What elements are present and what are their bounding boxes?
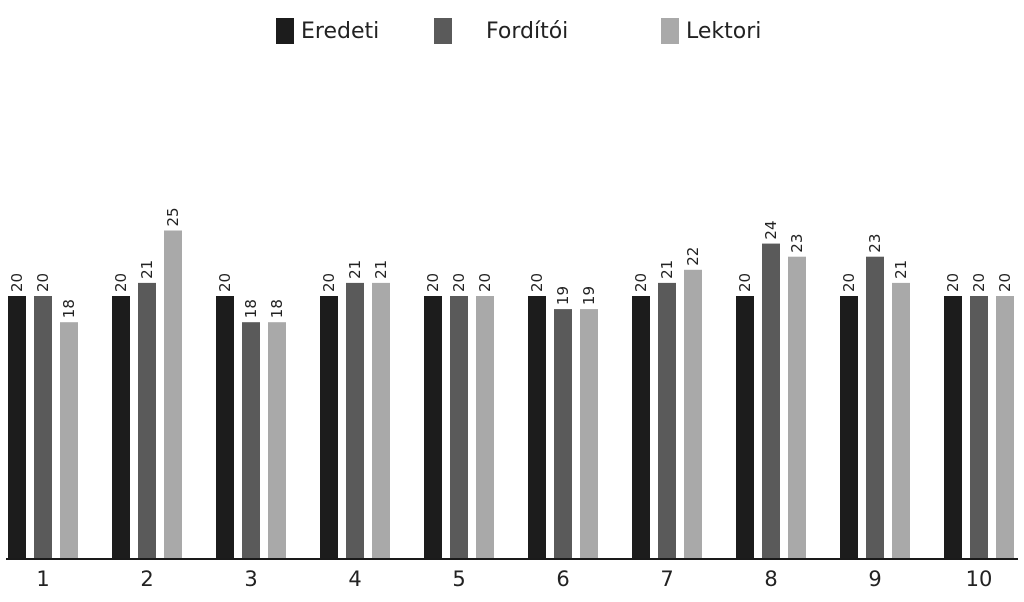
- data-label: 20: [944, 273, 962, 292]
- bar: [840, 296, 858, 558]
- bar: [762, 243, 780, 558]
- data-label: 21: [346, 260, 364, 279]
- bar: [164, 230, 182, 558]
- x-tick-label: 2: [140, 567, 153, 591]
- data-label: 20: [632, 273, 650, 292]
- bar: [788, 256, 806, 558]
- bar: [8, 296, 26, 558]
- data-label: 20: [736, 273, 754, 292]
- data-label: 20: [320, 273, 338, 292]
- bar: [866, 256, 884, 558]
- legend-item-eredeti: Eredeti: [276, 14, 379, 48]
- bar: [242, 322, 260, 558]
- bar: [268, 322, 286, 558]
- legend-swatch-lektori: [661, 18, 679, 44]
- legend-item-forditoi: Fordítói: [434, 14, 568, 48]
- bar: [528, 296, 546, 558]
- bar: [892, 282, 910, 558]
- x-tick-label: 7: [660, 567, 673, 591]
- bar: [476, 296, 494, 558]
- legend-label-lektori: Lektori: [686, 18, 762, 44]
- data-label: 20: [840, 273, 858, 292]
- data-label: 24: [762, 221, 780, 240]
- bar: [138, 282, 156, 558]
- bar: [996, 296, 1014, 558]
- bar: [554, 309, 572, 558]
- chart-legend: Eredeti Fordítói Lektori: [0, 14, 1024, 48]
- x-tick-label: 8: [764, 567, 777, 591]
- legend-swatch-forditoi: [434, 18, 452, 44]
- bar: [34, 296, 52, 558]
- bar: [216, 296, 234, 558]
- x-tick-label: 10: [966, 567, 993, 591]
- bar: [112, 296, 130, 558]
- data-label: 22: [684, 247, 702, 266]
- data-label: 20: [34, 273, 52, 292]
- x-tick-label: 4: [348, 567, 361, 591]
- legend-item-lektori: Lektori: [661, 14, 761, 48]
- bar: [60, 322, 78, 558]
- x-tick-label: 9: [868, 567, 881, 591]
- bar: [372, 282, 390, 558]
- bar: [320, 296, 338, 558]
- data-label: 19: [580, 286, 598, 305]
- bar: [450, 296, 468, 558]
- data-label: 21: [658, 260, 676, 279]
- bar: [580, 309, 598, 558]
- bar: [658, 282, 676, 558]
- x-tick-label: 5: [452, 567, 465, 591]
- data-label: 18: [60, 299, 78, 318]
- bar: [424, 296, 442, 558]
- data-label: 25: [164, 207, 182, 226]
- bar: [736, 296, 754, 558]
- data-label: 20: [424, 273, 442, 292]
- data-label: 20: [450, 273, 468, 292]
- data-label: 20: [216, 273, 234, 292]
- data-label: 23: [788, 234, 806, 253]
- legend-swatch-eredeti: [276, 18, 294, 44]
- data-label: 18: [242, 299, 260, 318]
- legend-label-eredeti: Eredeti: [301, 18, 380, 44]
- bar: [346, 282, 364, 558]
- data-label: 19: [554, 286, 572, 305]
- data-label: 23: [866, 234, 884, 253]
- data-label: 20: [112, 273, 130, 292]
- data-label: 21: [138, 260, 156, 279]
- bar: [684, 269, 702, 558]
- legend-label-forditoi: Fordítói: [486, 18, 569, 44]
- data-label: 20: [970, 273, 988, 292]
- data-label: 20: [996, 273, 1014, 292]
- data-label: 21: [892, 260, 910, 279]
- data-label: 20: [8, 273, 26, 292]
- data-label: 20: [528, 273, 546, 292]
- bar: [944, 296, 962, 558]
- x-tick-label: 6: [556, 567, 569, 591]
- x-tick-label: 3: [244, 567, 257, 591]
- bar: [632, 296, 650, 558]
- data-label: 21: [372, 260, 390, 279]
- x-tick-label: 1: [36, 567, 49, 591]
- data-label: 20: [476, 273, 494, 292]
- bar: [970, 296, 988, 558]
- data-label: 18: [268, 299, 286, 318]
